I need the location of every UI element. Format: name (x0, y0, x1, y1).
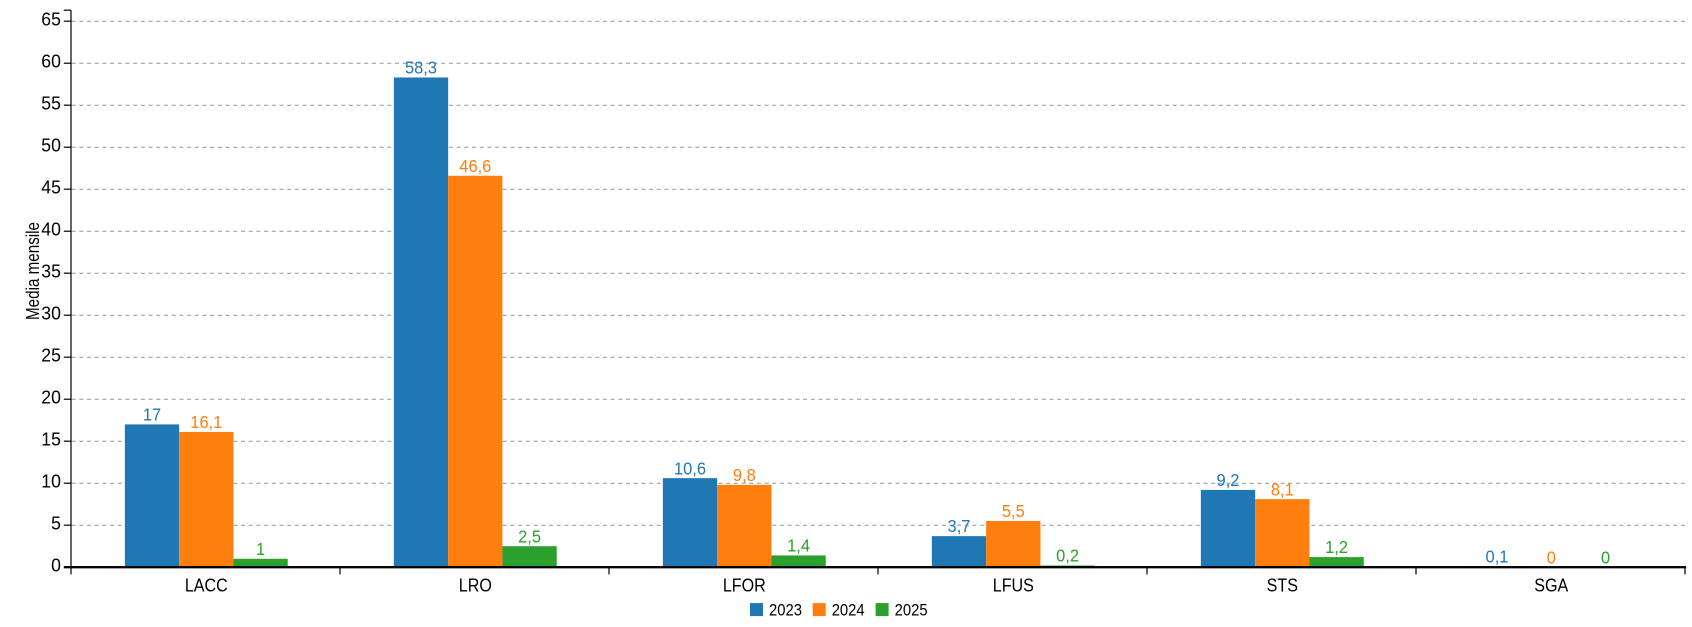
svg-text:LFUS: LFUS (993, 574, 1034, 595)
svg-text:1,2: 1,2 (1325, 537, 1348, 557)
svg-text:9,2: 9,2 (1217, 470, 1240, 490)
svg-text:5,5: 5,5 (1002, 501, 1025, 521)
svg-text:Media mensile: Media mensile (22, 222, 43, 320)
svg-text:5: 5 (51, 512, 61, 533)
svg-text:0: 0 (1547, 547, 1556, 567)
svg-text:0: 0 (1601, 547, 1610, 567)
svg-text:10: 10 (41, 470, 61, 491)
svg-text:65: 65 (41, 8, 61, 29)
svg-text:15: 15 (41, 428, 61, 449)
svg-text:35: 35 (41, 260, 61, 281)
svg-text:1: 1 (256, 539, 265, 559)
svg-text:20: 20 (41, 386, 61, 407)
svg-text:0: 0 (51, 554, 61, 575)
svg-text:0,2: 0,2 (1056, 546, 1079, 566)
svg-text:LFOR: LFOR (723, 574, 766, 595)
svg-text:9,8: 9,8 (733, 465, 756, 485)
svg-text:0,1: 0,1 (1486, 546, 1509, 566)
svg-text:45: 45 (41, 176, 61, 197)
svg-text:SGA: SGA (1534, 574, 1569, 595)
svg-text:40: 40 (41, 218, 61, 239)
svg-text:50: 50 (41, 134, 61, 155)
svg-text:2,5: 2,5 (518, 526, 541, 546)
svg-text:10,6: 10,6 (674, 458, 706, 478)
svg-text:16,1: 16,1 (190, 412, 222, 432)
svg-text:17: 17 (143, 405, 161, 425)
svg-text:2024: 2024 (832, 601, 865, 620)
svg-text:46,6: 46,6 (459, 156, 491, 176)
svg-text:LRO: LRO (459, 574, 492, 595)
svg-text:1,4: 1,4 (787, 536, 810, 556)
svg-text:58,3: 58,3 (405, 58, 437, 78)
svg-text:25: 25 (41, 344, 61, 365)
svg-text:60: 60 (41, 50, 61, 71)
svg-text:2025: 2025 (895, 601, 928, 620)
svg-text:8,1: 8,1 (1271, 479, 1294, 499)
svg-text:30: 30 (41, 302, 61, 323)
svg-text:55: 55 (41, 92, 61, 113)
svg-text:LACC: LACC (185, 574, 228, 595)
svg-text:3,7: 3,7 (948, 516, 971, 536)
svg-text:STS: STS (1267, 574, 1298, 595)
svg-text:2023: 2023 (769, 601, 802, 620)
